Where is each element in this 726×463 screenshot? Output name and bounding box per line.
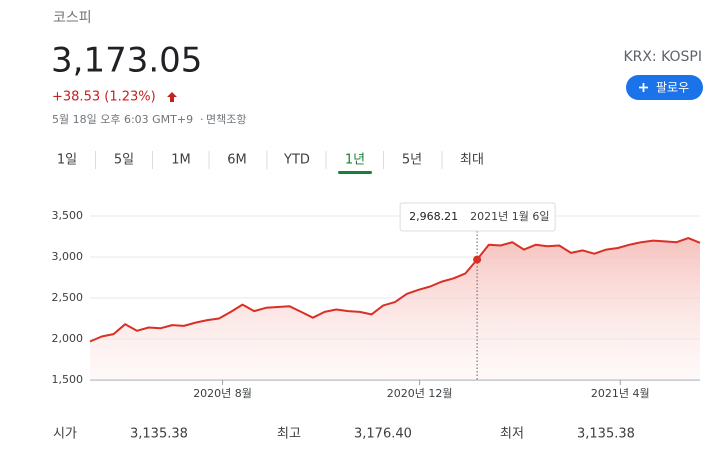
y-tick-label: 2,500	[52, 291, 84, 304]
tab[interactable]: 5년	[402, 153, 422, 168]
y-tick-label: 1,500	[52, 373, 84, 386]
y-tick-label: 2,000	[52, 332, 84, 345]
x-tick-label: 2020년 8월	[193, 387, 252, 400]
tab[interactable]: YTD	[283, 153, 310, 168]
x-tick-label: 2021년 4월	[591, 387, 650, 400]
stat-value: 3,135.38	[130, 427, 188, 442]
index-name: 코스피	[53, 10, 92, 26]
stat-value: 3,135.38	[577, 427, 635, 442]
plus-icon	[639, 83, 648, 92]
price-line	[89, 237, 701, 343]
tab[interactable]: 1M	[171, 153, 191, 168]
tab[interactable]: 최대	[460, 153, 484, 168]
area	[90, 238, 700, 380]
hover-point	[473, 255, 482, 264]
follow-button[interactable]: 팔로우	[626, 75, 703, 100]
stat-value: 3,176.40	[354, 427, 412, 442]
tab[interactable]: 5일	[114, 153, 134, 168]
y-tick-label: 3,500	[52, 209, 84, 222]
tab[interactable]: 6M	[227, 153, 247, 168]
tooltip-value: 2,968.21	[409, 210, 458, 223]
price: 3,173.05	[51, 41, 202, 81]
follow-button-bg[interactable]	[626, 75, 703, 100]
follow-label[interactable]: 팔로우	[656, 81, 689, 95]
up-arrow	[167, 92, 177, 102]
tab-underline	[338, 171, 372, 174]
disclaimer[interactable]: 면책조항	[206, 113, 246, 126]
stat-label: 최저	[500, 427, 524, 442]
tab[interactable]: 1년	[345, 153, 365, 168]
tooltip-date: 2021년 1월 6일	[470, 209, 549, 223]
change: +38.53 (1.23%)	[52, 90, 156, 105]
x-tick-label: 2020년 12월	[387, 387, 453, 400]
stat-label: 시가	[53, 427, 77, 442]
exchange: KRX: KOSPI	[623, 49, 702, 65]
stat-label: 최고	[277, 427, 301, 442]
separator: ·	[200, 113, 204, 126]
tooltip-box	[399, 202, 556, 232]
timestamp: 5월 18일 오후 6:03 GMT+9	[52, 112, 193, 126]
tab[interactable]: 1일	[57, 153, 77, 168]
y-tick-label: 3,000	[52, 250, 84, 263]
